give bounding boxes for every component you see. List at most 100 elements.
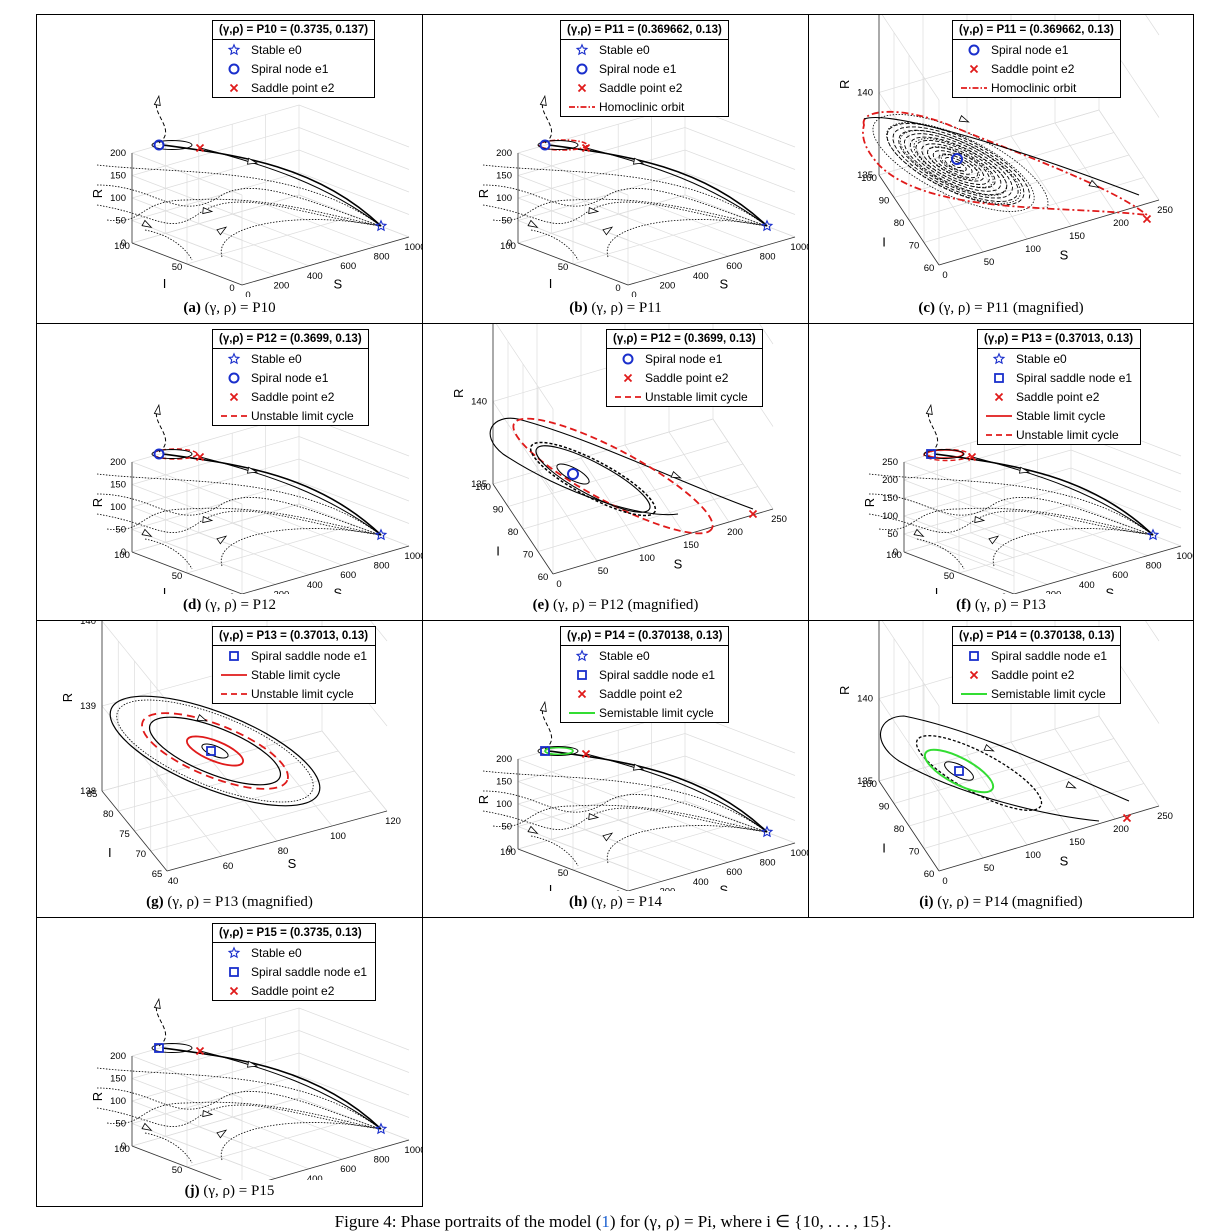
cross-icon (969, 670, 979, 680)
cross-icon (969, 64, 979, 74)
dotted-trajectory (872, 114, 1049, 212)
s-tick-label: 200 (659, 280, 675, 291)
cross-icon (577, 689, 587, 699)
trajectory-to-e0 (971, 456, 1154, 536)
dotted-trajectory (144, 1132, 193, 1164)
y-axis-label-I: I (496, 544, 500, 559)
s-tick-label: 200 (273, 589, 289, 594)
circle-icon (228, 372, 240, 384)
r-tick-label: 150 (110, 480, 126, 491)
y-axis-label-I: I (549, 276, 553, 291)
trajectory-to-e0 (199, 1050, 382, 1130)
subfigure-caption: (g) (γ, ρ) = P13 (magnified) (37, 894, 422, 911)
square-icon (969, 651, 979, 661)
legend-entry-label: Stable limit cycle (1016, 408, 1106, 423)
i-tick-label: 100 (886, 550, 902, 561)
legend-entry: Stable e0 (561, 40, 728, 59)
equation-reference-link[interactable]: 1 (601, 1212, 610, 1231)
axes-box (517, 710, 796, 891)
legend-entry: Saddle point e2 (213, 981, 375, 1000)
direction-arrow (539, 94, 547, 106)
z-axis-label-R: R (451, 389, 466, 398)
r-tick-label: 150 (110, 171, 126, 182)
stable-e0-marker (374, 528, 388, 541)
homoclinic-orbit (862, 110, 1151, 217)
s-tick-label: 200 (1045, 589, 1061, 594)
direction-arrow (216, 226, 228, 236)
r-tick-label: 150 (496, 777, 512, 788)
s-tick-label: 120 (385, 816, 401, 827)
y-axis-label-I: I (549, 882, 553, 891)
cross-icon (994, 392, 1004, 402)
i-tick-label: 80 (894, 218, 905, 229)
legend-title: (γ,ρ) = P14 = (0.370138, 0.13) (561, 627, 729, 646)
cross-icon (229, 83, 239, 93)
star-icon (227, 43, 241, 56)
legend-entry-label: Saddle point e2 (645, 370, 729, 385)
z-axis-label-R: R (476, 189, 491, 198)
direction-arrow (588, 207, 600, 215)
y-axis-label-I: I (163, 1179, 167, 1180)
orbit (535, 445, 651, 513)
stable-e0-marker (760, 825, 774, 838)
s-tick-label: 800 (760, 858, 776, 869)
legend-entry-label: Saddle point e2 (251, 389, 335, 404)
legend-entry-label: Spiral node e1 (645, 351, 723, 366)
z-axis-label-R: R (837, 686, 852, 695)
legend-entry-label: Saddle point e2 (599, 80, 683, 95)
square-icon (229, 651, 239, 661)
legend-entry: Spiral node e1 (607, 349, 762, 368)
r-tick-label: 200 (110, 457, 126, 468)
spiral-saddle-node-e1-marker (926, 449, 936, 459)
dotted-trajectory (116, 699, 314, 803)
star-icon (227, 946, 241, 959)
s-tick-label: 50 (984, 863, 995, 874)
legend-entry-label: Homoclinic orbit (599, 99, 685, 114)
saddle-point-e2-marker (581, 749, 591, 759)
circle-icon (968, 44, 980, 56)
legend-entry-label: Saddle point e2 (991, 667, 1075, 682)
subfigure-tag: (e) (532, 597, 550, 613)
star-icon (575, 43, 589, 56)
trajectories (96, 94, 388, 261)
square-icon (577, 670, 587, 680)
subfigure-tag: (h) (569, 894, 588, 910)
i-tick-label: 50 (172, 262, 183, 273)
s-tick-label: 0 (942, 876, 947, 887)
orbit-near-e1 (151, 449, 193, 459)
cross-icon (577, 83, 587, 93)
orbit-near-e1 (537, 746, 579, 756)
spiral-saddle-node-e1-marker (154, 1043, 164, 1053)
dotted-trajectory (992, 528, 1154, 567)
dotted-trajectory (96, 164, 382, 227)
legend-entry: Saddle point e2 (953, 665, 1120, 684)
legend-title: (γ,ρ) = P12 = (0.3699, 0.13) (213, 330, 368, 349)
stable-e0-marker (374, 1122, 388, 1135)
i-tick-label: 0 (615, 889, 620, 891)
dashed-trajectory (927, 409, 938, 453)
s-tick-label: 1000 (790, 848, 809, 859)
subfigure-caption-text: (γ, ρ) = P10 (204, 300, 276, 316)
circle-icon (622, 353, 634, 365)
star-icon (575, 649, 589, 662)
subfigure-panel-e: 05010015020025060708090100135140145SIR(γ… (422, 323, 809, 621)
legend-title: (γ,ρ) = P14 = (0.370138, 0.13) (953, 627, 1121, 646)
s-tick-label: 800 (374, 1155, 390, 1166)
semistable-limit-cycle (923, 748, 995, 794)
trajectories (96, 403, 388, 570)
z-axis-label-R: R (837, 80, 852, 89)
cross-icon (577, 689, 587, 699)
i-tick-label: 0 (229, 592, 234, 594)
s-tick-label: 1000 (404, 1145, 423, 1156)
legend-entry: Spiral saddle node e1 (213, 962, 375, 981)
s-tick-label: 100 (1025, 244, 1041, 255)
legend-entry: Stable e0 (978, 349, 1140, 368)
i-tick-label: 65 (152, 869, 163, 880)
r-tick-label: 0 (121, 1141, 126, 1152)
direction-arrow (216, 535, 228, 545)
r-tick-label: 100 (110, 1096, 126, 1107)
i-tick-label: 70 (909, 241, 920, 252)
legend-title: (γ,ρ) = P11 = (0.369662, 0.13) (561, 21, 728, 40)
saddle-point-e2-marker (748, 509, 758, 519)
